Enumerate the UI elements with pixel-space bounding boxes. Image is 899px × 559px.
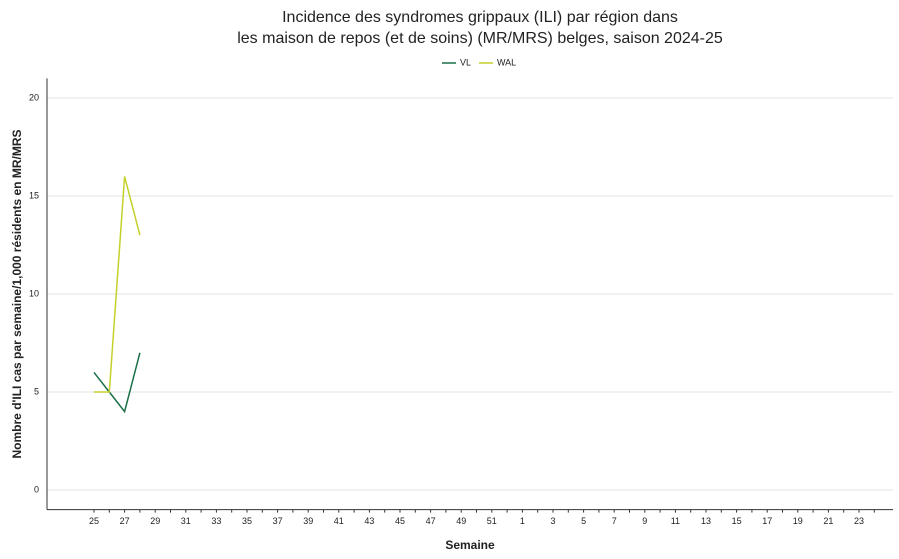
x-tick-label: 51 [487,516,497,526]
y-tick-label: 15 [29,190,39,200]
y-tick-label: 5 [34,386,39,396]
x-tick-label: 15 [732,516,742,526]
line-series [93,352,141,414]
x-tick-label: 45 [395,516,405,526]
x-tick-label: 25 [89,516,99,526]
x-tick-label: 19 [793,516,803,526]
legend-label: VL [460,57,471,67]
x-tick-label: 13 [701,516,711,526]
x-tick-label: 47 [426,516,436,526]
x-axis-label: Semaine [445,538,495,552]
y-tick-label: 10 [29,288,39,298]
x-tick-label: 1 [520,516,525,526]
x-tick-label: 41 [334,516,344,526]
y-tick-label: 20 [29,92,39,102]
x-tick-label: 9 [642,516,647,526]
y-tick-label: 0 [34,484,39,494]
x-tick-label: 27 [120,516,130,526]
line-series [94,176,141,393]
x-tick-label: 49 [456,516,466,526]
x-tick-label: 35 [242,516,252,526]
x-tick-label: 17 [762,516,772,526]
x-tick-label: 43 [364,516,374,526]
x-tick-label: 33 [211,516,221,526]
legend-label: WAL [497,57,516,67]
chart-title: les maison de repos (et de soins) (MR/MR… [237,30,723,47]
x-tick-label: 11 [671,516,680,526]
x-tick-label: 21 [823,516,833,526]
x-tick-label: 7 [612,516,617,526]
x-tick-label: 39 [303,516,313,526]
x-tick-label: 37 [273,516,283,526]
y-axis-label: Nombre d'ILI cas par semaine/1,000 résid… [10,130,24,459]
x-tick-label: 29 [150,516,160,526]
x-tick-label: 3 [550,516,555,526]
chart-title: Incidence des syndromes grippaux (ILI) p… [282,9,678,26]
x-tick-label: 31 [181,516,191,526]
x-tick-label: 23 [854,516,864,526]
x-tick-label: 5 [581,516,586,526]
